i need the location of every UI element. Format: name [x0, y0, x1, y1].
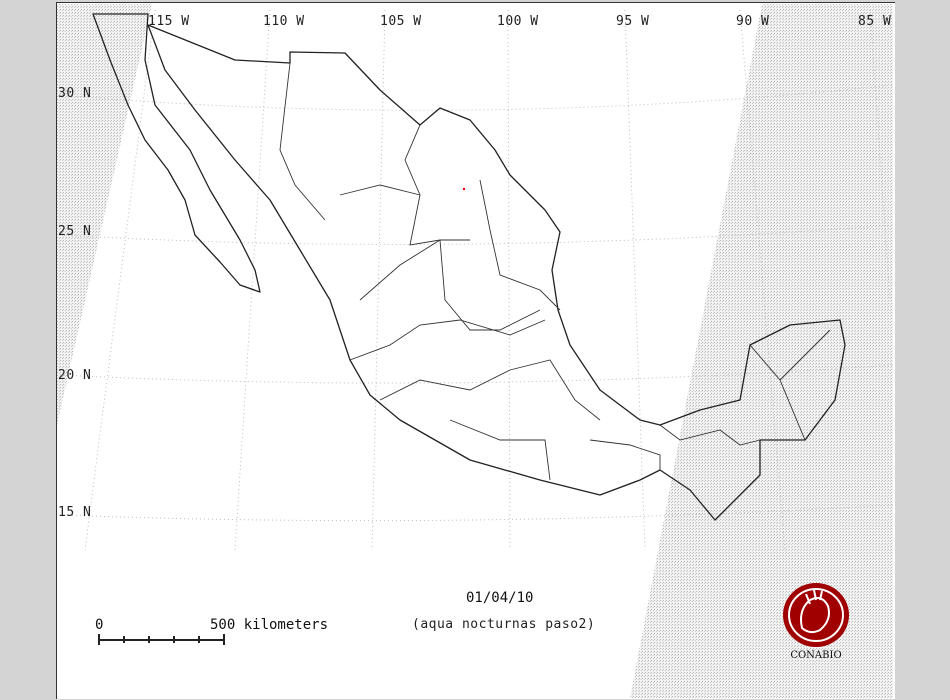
longitude-label: 100 W: [497, 14, 539, 29]
latitude-label: 30 N: [58, 86, 92, 101]
scale-bar-end-label: 500 kilometers: [210, 617, 329, 633]
longitude-label: 85 W: [858, 14, 892, 29]
longitude-label: 95 W: [616, 14, 650, 29]
longitude-label: 90 W: [736, 14, 770, 29]
conabio-emblem-icon: [783, 583, 849, 647]
conabio-logo: CONABIO: [780, 580, 852, 666]
latitude-label: 20 N: [58, 368, 92, 383]
latitude-label: 25 N: [58, 224, 92, 239]
no-data-swath-left: [57, 4, 152, 425]
map-subtitle: (aqua nocturnas paso2): [412, 617, 596, 632]
logo-text: CONABIO: [790, 650, 842, 661]
scale-bar: [98, 634, 225, 645]
no-data-swath-right: [630, 4, 893, 698]
longitude-label: 110 W: [263, 14, 305, 29]
latitude-label: 15 N: [58, 505, 92, 520]
scale-bar-start-label: 0: [95, 617, 104, 633]
graticule: [59, 9, 894, 551]
mexico-outline: [92, 13, 846, 521]
longitude-label: 105 W: [380, 14, 422, 29]
longitude-label: 115 W: [148, 14, 190, 29]
mainland-mexico: [147, 24, 846, 521]
baja-california-peninsula: [92, 13, 261, 293]
hotspot-point: [462, 187, 466, 191]
state-borders: [279, 62, 831, 481]
map-date: 01/04/10: [466, 590, 534, 606]
